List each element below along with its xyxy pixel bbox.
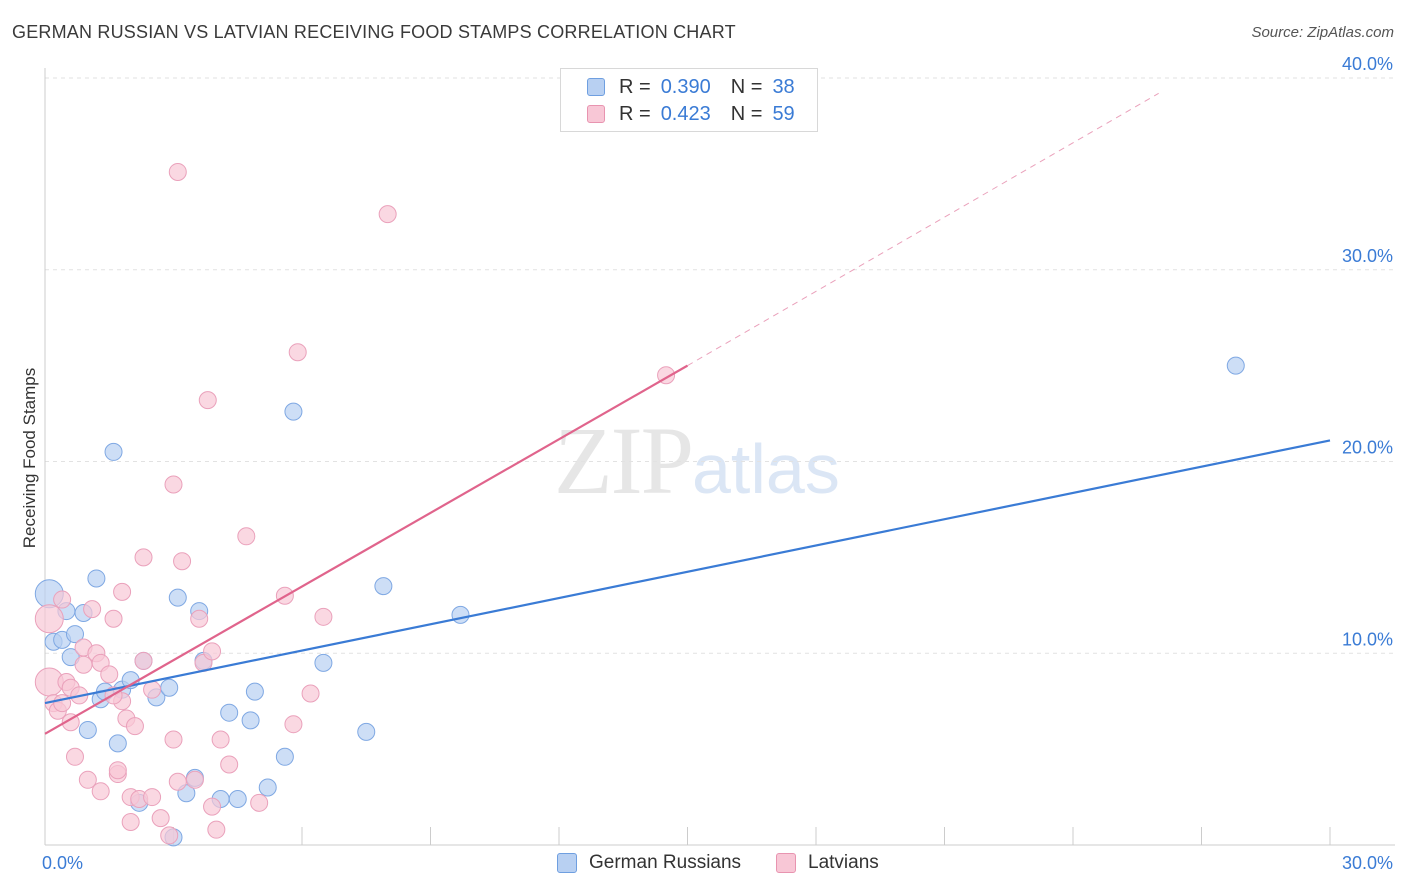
latvians-point (211, 730, 230, 749)
legend-r-label: R = (619, 102, 651, 125)
latvians-point (53, 590, 72, 609)
watermark-zip: ZIP (554, 407, 694, 514)
german-russians-point (220, 703, 239, 722)
legend-r-label: R = (619, 75, 651, 98)
bottom-legend-swatch-latvians (776, 853, 796, 873)
latvians-point (83, 600, 102, 619)
y-tick-label: 10.0% (1342, 629, 1393, 649)
latvians-point (168, 772, 187, 791)
latvians-trendline (44, 364, 689, 735)
bottom-legend-swatch-german-russians (557, 853, 577, 873)
latvians-point (61, 713, 80, 732)
german-russians-point (245, 682, 264, 701)
latvians-point (288, 343, 307, 362)
german-russians-point (104, 442, 123, 461)
source-credit: Source: ZipAtlas.com (1251, 24, 1394, 41)
latvians-point (284, 715, 303, 734)
latvians-point (203, 797, 222, 816)
latvians-point (34, 604, 64, 634)
german-russians-point (87, 569, 106, 588)
german-russians-point (258, 778, 277, 797)
legend-n-value: 38 (772, 75, 795, 98)
latvians-point (190, 609, 209, 628)
german-russians-point (284, 402, 303, 421)
latvians-point (121, 812, 140, 831)
latvians-point (160, 826, 179, 845)
german-russians-point (160, 678, 179, 697)
latvians-point (108, 761, 127, 780)
latvians-point (125, 717, 144, 736)
watermark: ZIPatlas (554, 405, 840, 516)
legend-swatch-german-russians (587, 78, 605, 96)
latvians-point (65, 747, 84, 766)
latvians-point (134, 548, 153, 567)
latvians-point (250, 793, 269, 812)
y-tick-label: 40.0% (1342, 54, 1393, 74)
latvians-point (164, 730, 183, 749)
legend-n-label: N = (730, 75, 763, 98)
latvians-point (203, 642, 222, 661)
german-russians-point (374, 577, 393, 596)
latvians-point (314, 607, 333, 626)
german-russians-point (65, 625, 84, 644)
german-russians-trendline (44, 439, 1331, 705)
latvians-point (104, 609, 123, 628)
correlation-legend: R = 0.390 N = 38 R = 0.423 N = 59 (560, 68, 818, 132)
bottom-legend-latvians: Latvians (776, 852, 879, 874)
latvians-point (185, 770, 204, 789)
legend-n-label: N = (730, 102, 763, 125)
legend-row-german-russians: R = 0.390 N = 38 (587, 74, 795, 100)
legend-r-value: 0.390 (660, 75, 711, 98)
latvians-point (151, 809, 170, 828)
latvians-point (237, 527, 256, 546)
latvians-trendline-extension (687, 92, 1159, 367)
latvians-point (207, 820, 226, 839)
german-russians-point (357, 722, 376, 741)
latvians-point (143, 680, 162, 699)
latvians-point (220, 755, 239, 774)
german-russians-point (78, 720, 97, 739)
latvians-point (173, 552, 192, 571)
latvians-point (78, 770, 97, 789)
latvians-point (100, 665, 119, 684)
watermark-atlas: atlas (692, 430, 840, 508)
german-russians-point (241, 711, 260, 730)
latvians-point (168, 162, 187, 181)
legend-row-latvians: R = 0.423 N = 59 (587, 101, 795, 127)
y-tick-label: 30.0% (1342, 246, 1393, 266)
german-russians-point (451, 605, 470, 624)
y-axis-label: Receiving Food Stamps (20, 368, 39, 548)
german-russians-point (108, 734, 127, 753)
bottom-legend-label: Latvians (808, 852, 879, 873)
german-russians-point (275, 747, 294, 766)
german-russians-point (1226, 356, 1245, 375)
german-russians-point (168, 588, 187, 607)
y-tick-label: 20.0% (1342, 438, 1393, 458)
legend-swatch-latvians (587, 105, 605, 123)
latvians-point (198, 391, 217, 410)
latvians-point (53, 694, 72, 713)
x-tick-label: 0.0% (42, 853, 83, 873)
latvians-point (164, 475, 183, 494)
latvians-point (378, 205, 397, 224)
latvians-point (134, 651, 153, 670)
german-russians-point (228, 789, 247, 808)
latvians-point (301, 684, 320, 703)
bottom-legend-german-russians: German Russians (557, 852, 741, 874)
legend-r-value: 0.423 (660, 102, 711, 125)
latvians-point (113, 582, 132, 601)
latvians-point (91, 782, 110, 801)
legend-n-value: 59 (772, 102, 795, 125)
x-tick-label: 30.0% (1342, 853, 1393, 873)
bottom-legend-label: German Russians (589, 852, 742, 873)
german-russians-point (314, 653, 333, 672)
chart-title: GERMAN RUSSIAN VS LATVIAN RECEIVING FOOD… (12, 22, 736, 42)
latvians-point (143, 788, 162, 807)
